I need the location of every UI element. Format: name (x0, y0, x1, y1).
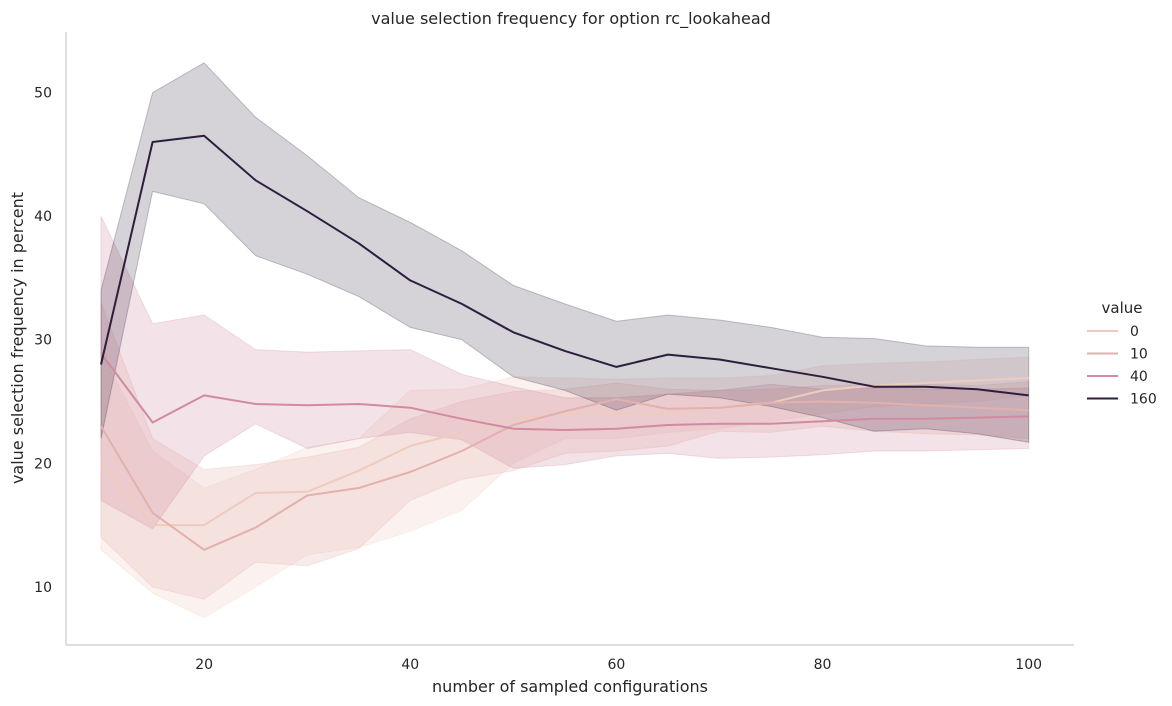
series-line-160 (100, 134, 1029, 397)
x-tick-label: 100 (1015, 657, 1042, 673)
legend-label-10: 10 (1130, 347, 1148, 363)
y-tick-label: 20 (34, 456, 52, 472)
series-line-10 (100, 398, 1029, 551)
y-axis-label: value selection frequency in percent (8, 192, 27, 484)
chart-title: value selection frequency for option rc_… (371, 9, 771, 29)
confidence-bands (100, 62, 1030, 619)
y-tick-label: 50 (34, 86, 52, 102)
confidence-band-40 (100, 215, 1030, 530)
x-tick-labels: 20 40 60 80 100 (195, 657, 1042, 673)
legend-label-160: 160 (1130, 392, 1157, 408)
y-tick-label: 40 (34, 209, 52, 225)
y-tick-label: 30 (34, 333, 52, 349)
confidence-band-10 (100, 302, 1030, 600)
series-line-0 (100, 377, 1029, 527)
x-tick-label: 20 (195, 657, 213, 673)
legend-label-40: 40 (1130, 369, 1148, 385)
series-lines (100, 134, 1029, 551)
legend-title: value (1102, 299, 1143, 317)
x-tick-label: 60 (607, 657, 625, 673)
confidence-band-160 (100, 62, 1030, 443)
legend: value 0 10 40 160 (1087, 299, 1157, 408)
y-tick-label: 10 (34, 580, 52, 596)
x-axis-label: number of sampled configurations (432, 677, 708, 696)
legend-label-0: 0 (1130, 324, 1139, 340)
x-tick-label: 80 (814, 657, 832, 673)
y-tick-labels: 10 20 30 40 50 (34, 86, 52, 596)
x-tick-label: 40 (401, 657, 419, 673)
series-line-40 (100, 352, 1029, 431)
